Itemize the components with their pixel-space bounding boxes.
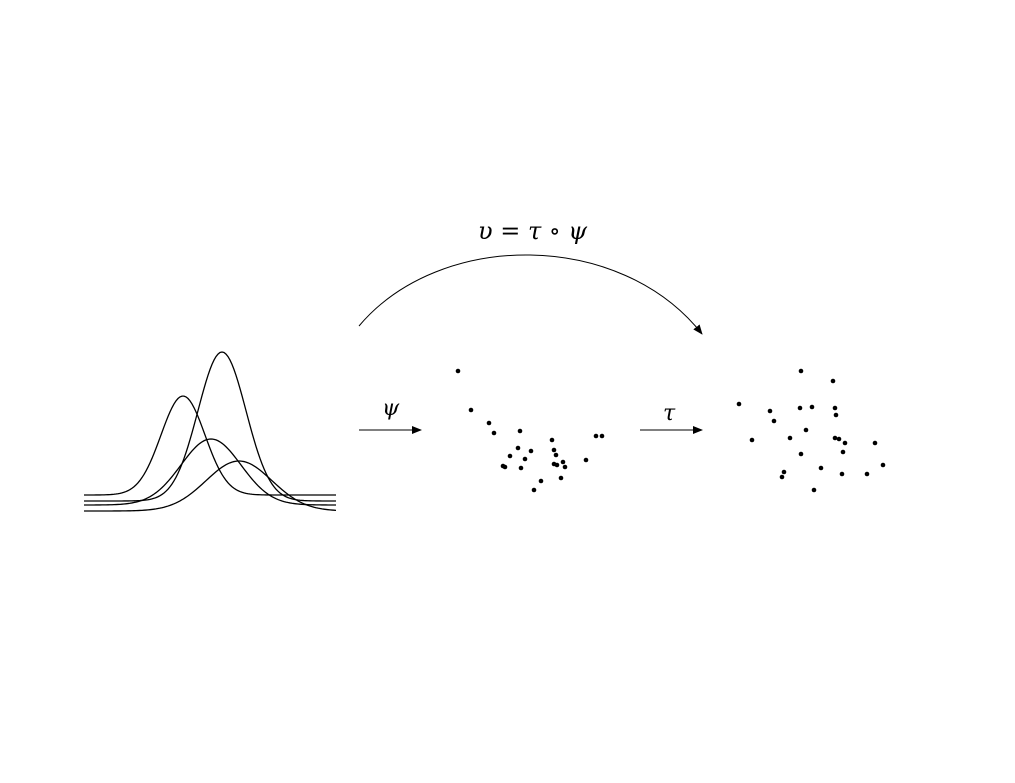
psi-cloud-point	[562, 464, 568, 470]
gaussian-curves	[83, 351, 337, 512]
psi-cloud-point	[486, 420, 492, 426]
composite-arrow	[358, 254, 703, 335]
tau-cloud-point	[798, 451, 804, 457]
tau-cloud-point	[787, 435, 793, 441]
tau-cloud-point	[872, 440, 878, 446]
tau-cloud-point	[749, 437, 755, 443]
tau-cloud-point	[840, 449, 846, 455]
psi-cloud-point	[554, 462, 560, 468]
tau-cloud-point	[771, 418, 777, 424]
psi-cloud-point	[531, 487, 537, 493]
psi-cloud-point	[599, 433, 605, 439]
tau-cloud-point	[830, 378, 836, 384]
gaussian-curve-2	[84, 351, 336, 502]
tau-cloud-point	[809, 404, 815, 410]
tau-cloud-point	[864, 471, 870, 477]
tau-cloud-point	[818, 465, 824, 471]
tau-cloud-point	[836, 436, 842, 442]
psi-cloud-point	[518, 465, 524, 471]
gaussian-curve-1	[83, 395, 336, 496]
tau-cloud-point	[781, 469, 787, 475]
tau-cloud-point	[832, 405, 838, 411]
psi-cloud-point	[491, 430, 497, 436]
psi-cloud-point	[517, 428, 523, 434]
psi-label: ψ	[382, 396, 400, 421]
tau-cloud-point	[779, 474, 785, 480]
tau-cloud-point	[833, 412, 839, 418]
psi-cloud-point	[553, 452, 559, 458]
tau-cloud-point	[803, 427, 809, 433]
psi-cloud-point	[551, 447, 557, 453]
tau-cloud-point	[767, 408, 773, 414]
psi-cloud-point	[549, 437, 555, 443]
psi-cloud-point	[455, 368, 461, 374]
point-cloud-psi	[455, 368, 605, 493]
tau-cloud-point	[797, 405, 803, 411]
psi-cloud-point	[515, 445, 521, 451]
psi-cloud-point	[583, 457, 589, 463]
point-cloud-tau	[736, 368, 886, 493]
composite-map-label: υ = τ ∘ ψ	[478, 217, 588, 245]
psi-cloud-point	[502, 464, 508, 470]
gaussian-curve-4	[84, 460, 337, 512]
psi-cloud-point	[593, 433, 599, 439]
tau-cloud-point	[798, 368, 804, 374]
psi-cloud-point	[522, 456, 528, 462]
psi-cloud-point	[560, 459, 566, 465]
tau-cloud-point	[839, 471, 845, 477]
psi-cloud-point	[528, 448, 534, 454]
tau-cloud-point	[842, 440, 848, 446]
psi-cloud-point	[558, 475, 564, 481]
psi-cloud-point	[538, 478, 544, 484]
tau-cloud-point	[811, 487, 817, 493]
psi-cloud-point	[507, 453, 513, 459]
tau-cloud-point	[832, 435, 838, 441]
tau-label: τ	[663, 401, 676, 426]
psi-cloud-point	[468, 407, 474, 413]
tau-cloud-point	[736, 401, 742, 407]
tau-cloud-point	[880, 462, 886, 468]
gaussian-curve-3	[84, 438, 336, 506]
